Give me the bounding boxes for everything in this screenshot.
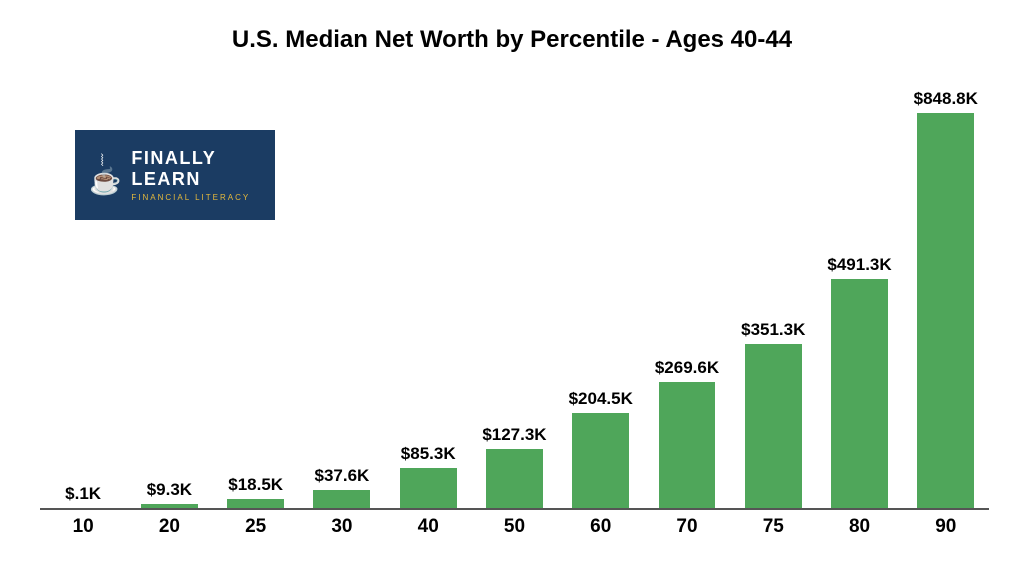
bar-value-label: $351.3K [741, 320, 805, 340]
x-tick-label: 25 [213, 516, 299, 538]
bar-slot: $127.3K [471, 70, 557, 508]
bar-value-label: $491.3K [827, 255, 891, 275]
x-tick-label: 60 [558, 516, 644, 538]
bar [227, 499, 284, 508]
bar-value-label: $37.6K [315, 466, 370, 486]
bar-slot: $37.6K [299, 70, 385, 508]
x-tick-label: 40 [385, 516, 471, 538]
x-tick-label: 80 [816, 516, 902, 538]
bar-value-label: $204.5K [569, 389, 633, 409]
bar-slot: $9.3K [126, 70, 212, 508]
bar-slot: $18.5K [213, 70, 299, 508]
bar [745, 344, 802, 508]
x-tick-label: 90 [903, 516, 989, 538]
bar [141, 504, 198, 508]
bar [313, 490, 370, 508]
bar-value-label: $.1K [65, 484, 101, 504]
x-tick-label: 75 [730, 516, 816, 538]
bar-slot: $491.3K [816, 70, 902, 508]
bars-group: $.1K $9.3K $18.5K $37.6K $85.3K $127.3K $204.5… [40, 70, 989, 508]
chart-area: $.1K $9.3K $18.5K $37.6K $85.3K $127.3K $204.5… [40, 70, 989, 552]
bar-slot: $85.3K [385, 70, 471, 508]
bar-value-label: $127.3K [482, 425, 546, 445]
x-tick-label: 20 [126, 516, 212, 538]
bar [572, 413, 629, 508]
bar-slot: $.1K [40, 70, 126, 508]
bar-value-label: $269.6K [655, 358, 719, 378]
bar-value-label: $9.3K [147, 480, 192, 500]
bar-slot: $204.5K [558, 70, 644, 508]
x-tick-label: 10 [40, 516, 126, 538]
bar [917, 113, 974, 509]
bar-slot: $351.3K [730, 70, 816, 508]
bar-slot: $848.8K [903, 70, 989, 508]
x-axis: 1020253040506070758090 [40, 510, 989, 552]
x-tick-label: 30 [299, 516, 385, 538]
bar [659, 382, 716, 508]
bar [486, 449, 543, 508]
chart-container: U.S. Median Net Worth by Percentile - Ag… [0, 0, 1024, 577]
bar-value-label: $848.8K [914, 89, 978, 109]
chart-title: U.S. Median Net Worth by Percentile - Ag… [30, 26, 994, 54]
bar-value-label: $85.3K [401, 444, 456, 464]
plot-area: $.1K $9.3K $18.5K $37.6K $85.3K $127.3K $204.5… [40, 70, 989, 510]
bar-slot: $269.6K [644, 70, 730, 508]
x-tick-label: 70 [644, 516, 730, 538]
bar [831, 279, 888, 508]
bar [400, 468, 457, 508]
bar-value-label: $18.5K [228, 475, 283, 495]
x-tick-label: 50 [471, 516, 557, 538]
